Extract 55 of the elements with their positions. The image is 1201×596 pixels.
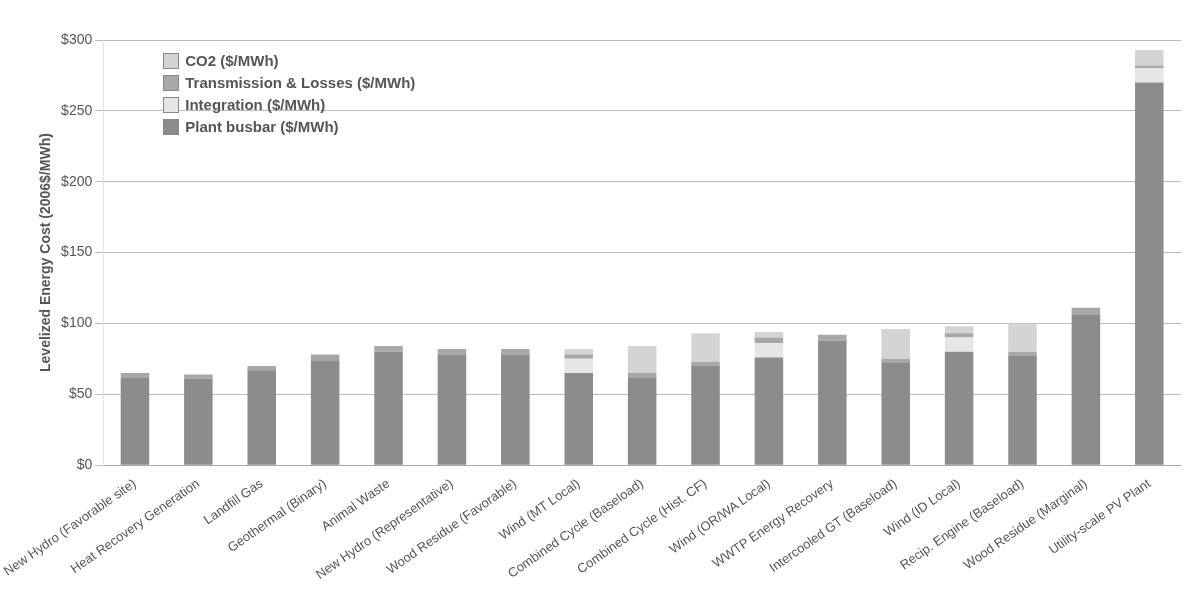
bar bbox=[691, 333, 720, 362]
y-tick-label: $150 bbox=[61, 243, 93, 260]
legend-label: Transmission & Losses ($/MWh) bbox=[185, 73, 416, 93]
bar bbox=[564, 373, 593, 465]
y-tick-label: $300 bbox=[61, 30, 93, 47]
bar bbox=[944, 333, 974, 338]
bar bbox=[818, 334, 847, 341]
bar bbox=[944, 337, 974, 352]
y-axis-title: Levelized Energy Cost (2006$/MWh) bbox=[36, 133, 53, 372]
bar bbox=[501, 348, 530, 355]
bar bbox=[120, 377, 150, 465]
bar bbox=[818, 340, 847, 465]
legend-label: CO2 ($/MWh) bbox=[185, 51, 279, 71]
bar bbox=[564, 348, 593, 355]
bar bbox=[247, 370, 277, 465]
bar bbox=[564, 358, 593, 374]
y-tick-label: $50 bbox=[68, 385, 93, 402]
bar bbox=[944, 326, 974, 334]
legend-label: Integration ($/MWh) bbox=[185, 95, 326, 115]
bar bbox=[627, 373, 657, 378]
bar bbox=[627, 377, 657, 465]
bar bbox=[754, 343, 784, 358]
bar bbox=[120, 373, 150, 378]
y-tick-label: $100 bbox=[61, 314, 93, 331]
bar bbox=[310, 360, 340, 465]
bar bbox=[374, 351, 403, 465]
bar bbox=[1135, 49, 1164, 66]
bar bbox=[1008, 351, 1037, 357]
bar bbox=[1071, 307, 1101, 315]
bar bbox=[564, 354, 593, 359]
bar bbox=[501, 354, 530, 465]
bar bbox=[881, 329, 910, 359]
y-tick-label: $250 bbox=[61, 101, 93, 118]
bar bbox=[691, 361, 720, 366]
bar bbox=[1071, 314, 1101, 465]
bar bbox=[691, 365, 720, 465]
bar bbox=[881, 363, 910, 465]
bar bbox=[754, 357, 784, 465]
y-tick-label: $200 bbox=[61, 172, 93, 189]
bar bbox=[627, 346, 657, 374]
bar bbox=[881, 358, 910, 364]
bar bbox=[184, 374, 213, 379]
bar bbox=[754, 331, 784, 338]
bar bbox=[184, 378, 213, 465]
bar bbox=[944, 351, 974, 465]
bar bbox=[1008, 323, 1037, 352]
bar bbox=[247, 365, 277, 371]
bar bbox=[1008, 356, 1037, 465]
y-tick-label: $0 bbox=[76, 456, 93, 473]
bar bbox=[374, 346, 403, 352]
bar bbox=[437, 354, 467, 465]
bar bbox=[1135, 68, 1164, 83]
bar bbox=[437, 348, 467, 355]
legend-label: Plant busbar ($/MWh) bbox=[185, 117, 339, 137]
bar bbox=[1135, 82, 1164, 465]
